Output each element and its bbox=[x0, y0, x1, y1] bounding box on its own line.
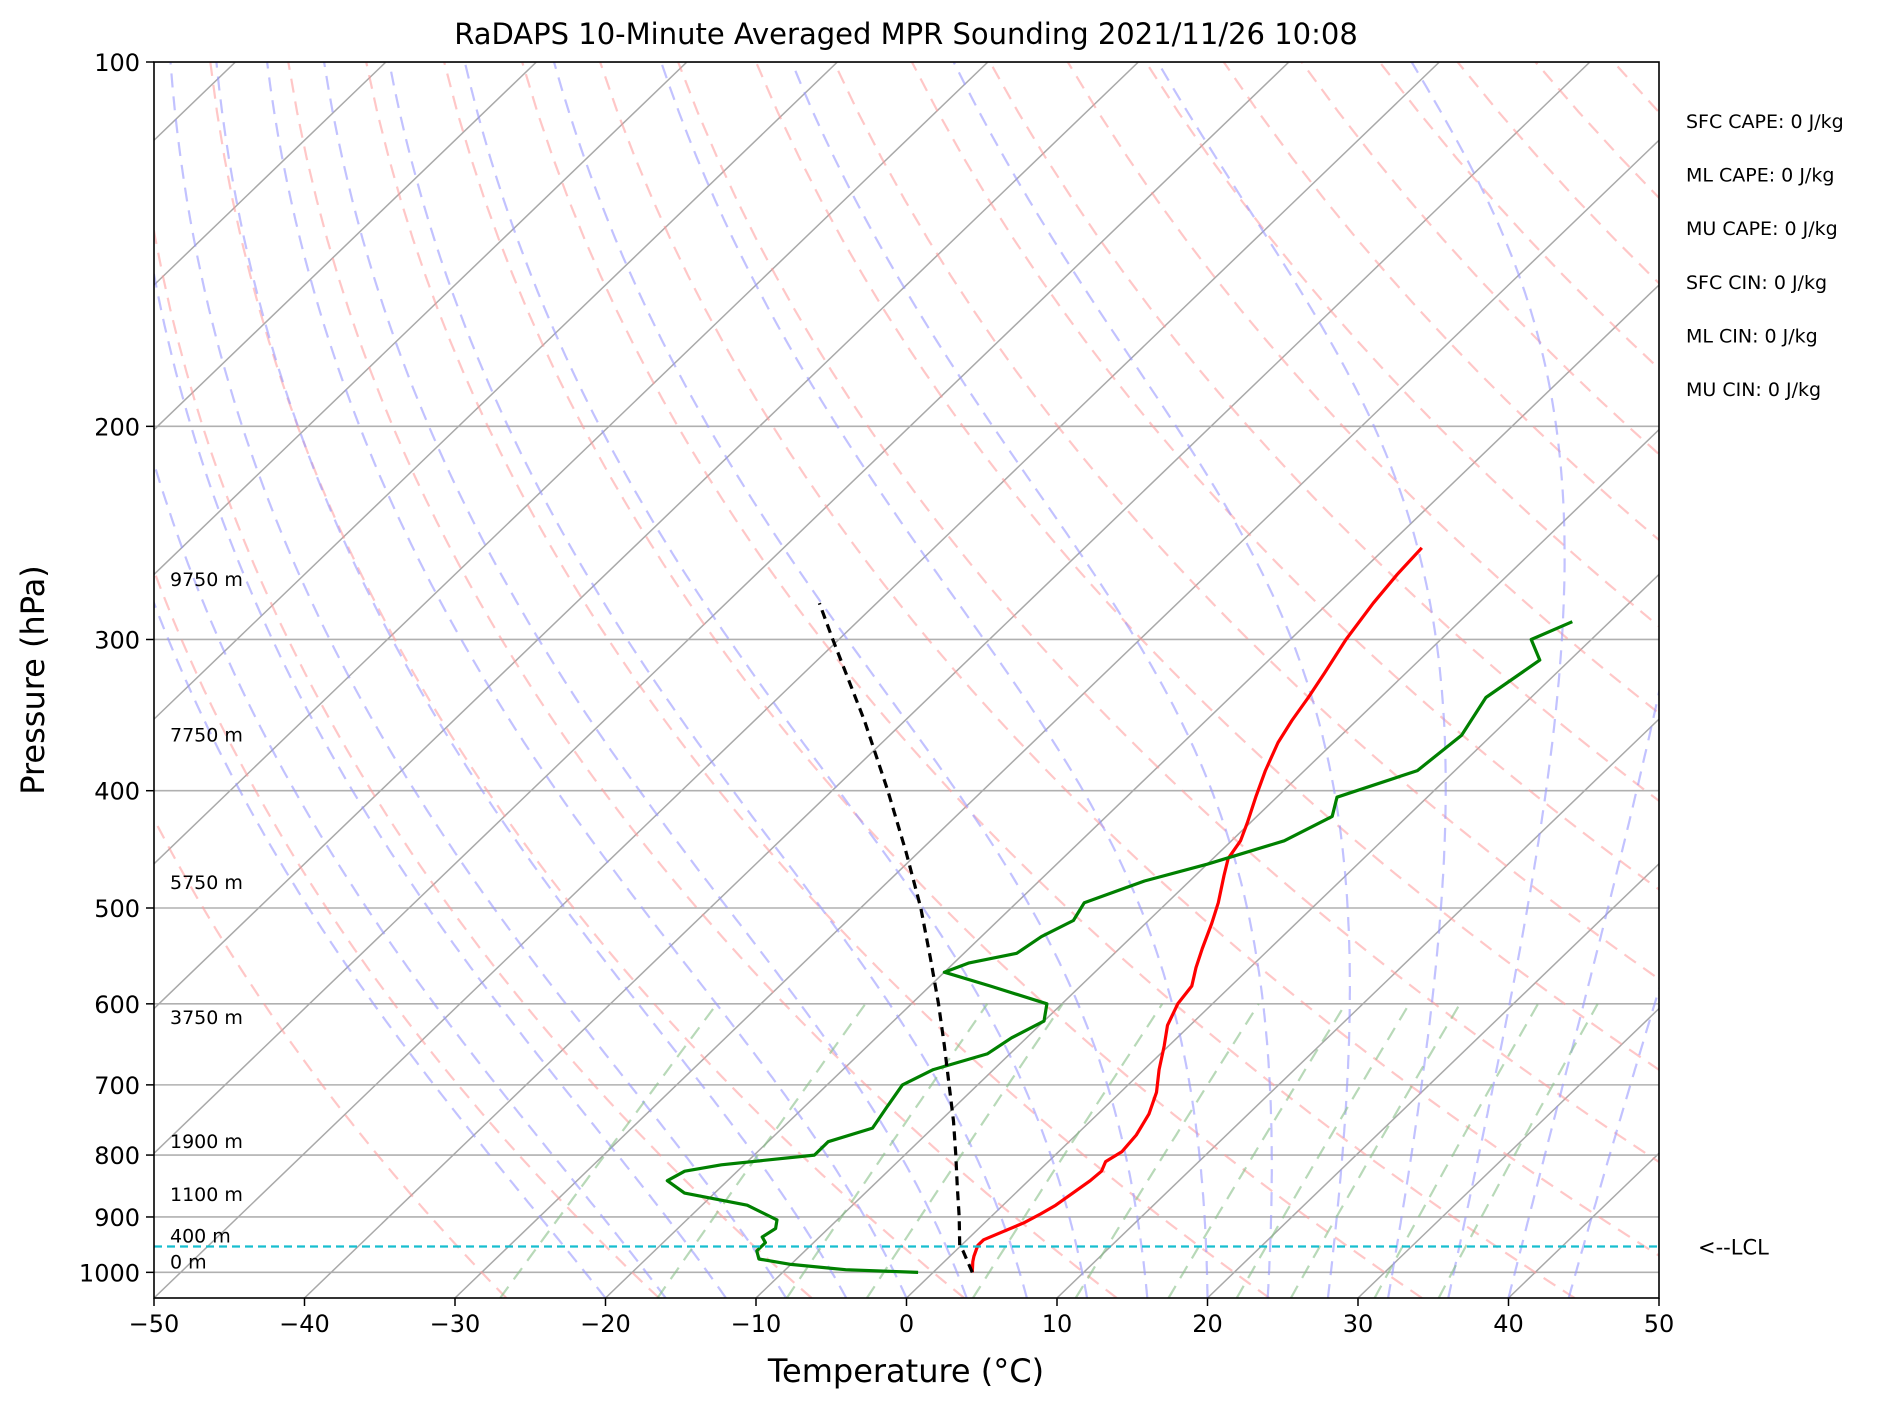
y-tick-label: 400 bbox=[94, 778, 140, 806]
y-tick-label: 600 bbox=[94, 991, 140, 1019]
x-tick-label: 10 bbox=[1042, 1310, 1073, 1338]
y-tick-label: 100 bbox=[94, 49, 140, 77]
x-tick-label: −40 bbox=[279, 1310, 330, 1338]
index-label: ML CIN: 0 J/kg bbox=[1686, 325, 1818, 347]
y-tick-label: 900 bbox=[94, 1204, 140, 1232]
height-label: 3750 m bbox=[170, 1007, 243, 1029]
index-label: MU CIN: 0 J/kg bbox=[1686, 379, 1821, 401]
height-label: 0 m bbox=[170, 1251, 207, 1273]
height-label: 1100 m bbox=[170, 1184, 243, 1206]
x-axis-label: Temperature (°C) bbox=[767, 1352, 1044, 1390]
chart-title: RaDAPS 10-Minute Averaged MPR Sounding 2… bbox=[454, 17, 1358, 51]
index-label: SFC CIN: 0 J/kg bbox=[1686, 272, 1827, 294]
x-tick-label: −50 bbox=[129, 1310, 180, 1338]
lcl-label: <--LCL bbox=[1698, 1235, 1769, 1259]
x-tick-label: 50 bbox=[1644, 1310, 1675, 1338]
y-axis-label: Pressure (hPa) bbox=[14, 565, 52, 795]
y-tick-label: 1000 bbox=[79, 1259, 140, 1287]
y-tick-label: 500 bbox=[94, 895, 140, 923]
y-tick-label: 200 bbox=[94, 413, 140, 441]
y-tick-label: 300 bbox=[94, 626, 140, 654]
height-label: 1900 m bbox=[170, 1131, 243, 1153]
height-label: 400 m bbox=[170, 1225, 231, 1247]
index-label: ML CAPE: 0 J/kg bbox=[1686, 165, 1834, 187]
x-tick-label: 20 bbox=[1192, 1310, 1223, 1338]
y-tick-label: 800 bbox=[94, 1142, 140, 1170]
index-label: SFC CAPE: 0 J/kg bbox=[1686, 111, 1844, 133]
y-tick-label: 700 bbox=[94, 1072, 140, 1100]
x-tick-label: −30 bbox=[430, 1310, 481, 1338]
height-label: 5750 m bbox=[170, 872, 243, 894]
index-label: MU CAPE: 0 J/kg bbox=[1686, 218, 1838, 240]
x-tick-label: −10 bbox=[731, 1310, 782, 1338]
x-tick-label: −20 bbox=[580, 1310, 631, 1338]
x-tick-label: 40 bbox=[1493, 1310, 1524, 1338]
height-label: 7750 m bbox=[170, 724, 243, 746]
height-label: 9750 m bbox=[170, 569, 243, 591]
x-tick-label: 30 bbox=[1343, 1310, 1374, 1338]
x-tick-label: 0 bbox=[899, 1310, 914, 1338]
